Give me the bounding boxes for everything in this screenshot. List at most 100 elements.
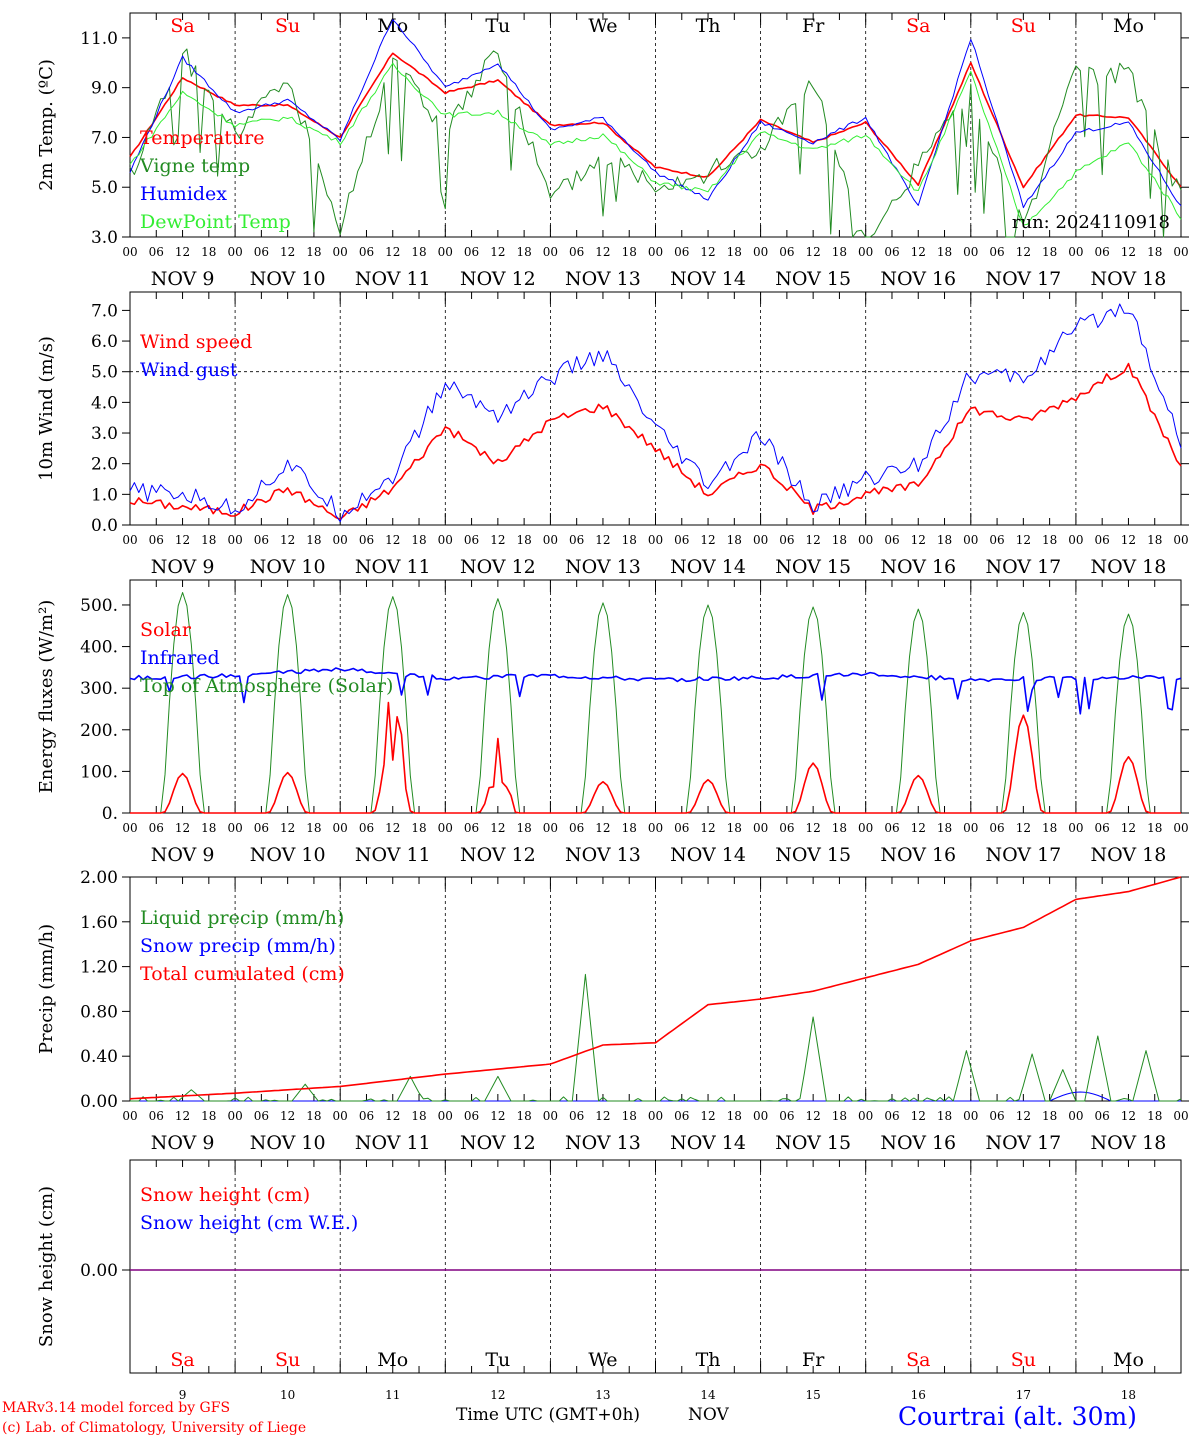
hour-tick-label: 00: [227, 533, 242, 547]
day-number-label: 17: [1016, 1388, 1031, 1402]
plot-frame: [129, 12, 1182, 238]
date-label: NOV 12: [460, 844, 536, 866]
hour-tick-label: 18: [727, 533, 742, 547]
date-label: NOV 12: [460, 268, 536, 290]
hour-tick-label: 12: [911, 245, 926, 259]
hour-tick-label: 18: [1147, 245, 1162, 259]
date-label: NOV 17: [985, 1132, 1061, 1154]
wind-series-line: [129, 303, 1182, 523]
date-label: NOV 14: [670, 1132, 746, 1154]
hour-tick-label: 00: [438, 533, 453, 547]
date-label: NOV 10: [250, 268, 326, 290]
hour-tick-label: 00: [122, 533, 137, 547]
hour-tick-label: 18: [1147, 533, 1162, 547]
hour-tick-label: 06: [989, 245, 1004, 259]
hour-tick-label: 06: [254, 533, 269, 547]
station-label: Courtrai (alt. 30m): [898, 1402, 1137, 1431]
panel-3: 00 06 12 18 00 06 12 18 00 06 12 18 00 06 12 18 00 06 12 18…: [36, 579, 1189, 866]
hour-tick-label: 12: [280, 821, 295, 835]
date-label: NOV 14: [670, 844, 746, 866]
y-axis-title: Energy fluxes (W/m²): [36, 600, 57, 794]
legend-entry: Solar: [140, 619, 192, 641]
hour-tick-label: 12: [700, 821, 715, 835]
hour-tick-label: 18: [516, 245, 531, 259]
hour-tick-label: 06: [149, 245, 164, 259]
hour-tick-label: 00: [333, 533, 348, 547]
day-number-label: 9: [179, 1388, 187, 1402]
hour-tick-label: 06: [464, 1109, 479, 1123]
hour-tick-label: 18: [516, 821, 531, 835]
hour-tick-label: 12: [911, 1109, 926, 1123]
panel-5: Snow height (cm) 0.00 Snow height (cm) Snow…: [36, 1159, 1189, 1402]
hour-tick-label: 06: [779, 1109, 794, 1123]
hour-tick-label: 00: [543, 1109, 558, 1123]
hour-tick-label: 12: [1016, 245, 1031, 259]
hour-tick-label: 06: [254, 821, 269, 835]
hour-tick-label: 06: [674, 1109, 689, 1123]
hour-tick-label: 12: [806, 533, 821, 547]
legend-entry: Wind gust: [140, 359, 238, 381]
hour-tick-label: 12: [490, 821, 505, 835]
time-axis-title: Time UTC (GMT+0h): [456, 1405, 641, 1425]
hour-tick-label: 06: [989, 821, 1004, 835]
y-tick-label: 0.40: [80, 1047, 118, 1067]
weekday-label: Sa: [906, 1349, 930, 1371]
hour-tick-label: 00: [1068, 821, 1083, 835]
hour-tick-label: 06: [779, 821, 794, 835]
hour-tick-label: 12: [700, 245, 715, 259]
hour-tick-label: 18: [622, 821, 637, 835]
hour-tick-label: 18: [937, 245, 952, 259]
hour-tick-label: 18: [306, 533, 321, 547]
hour-tick-label: 18: [1042, 533, 1057, 547]
weekday-label: Mo: [377, 15, 408, 37]
date-label: NOV 16: [880, 1132, 956, 1154]
hour-tick-label: 12: [595, 245, 610, 259]
hour-tick-label: 06: [779, 245, 794, 259]
weekday-label: Tu: [485, 15, 510, 37]
hour-tick-label: 12: [911, 533, 926, 547]
hour-tick-label: 06: [254, 245, 269, 259]
wind-series-line: [129, 362, 1182, 521]
day-number-label: 13: [595, 1388, 610, 1402]
hour-tick-label: 00: [1173, 821, 1188, 835]
weekday-label: Mo: [377, 1349, 408, 1371]
hour-tick-label: 00: [227, 245, 242, 259]
hour-tick-label: 00: [333, 1109, 348, 1123]
panel-2: 00 06 12 18 00 06 12 18 00 06 12 18 00 06 12 18 00 06 12 18…: [36, 291, 1189, 578]
legend-entry: Top of Atmosphere (Solar): [140, 675, 393, 697]
hour-tick-label: 00: [1068, 1109, 1083, 1123]
hour-tick-label: 12: [385, 533, 400, 547]
hour-tick-label: 12: [175, 1109, 190, 1123]
hour-tick-label: 00: [648, 245, 663, 259]
hour-tick-label: 12: [595, 821, 610, 835]
date-label: NOV 12: [460, 1132, 536, 1154]
hour-tick-label: 06: [779, 533, 794, 547]
legend-entry: Temperature: [140, 127, 264, 149]
y-axis-title: 10m Wind (m/s): [36, 336, 57, 481]
date-label: NOV 16: [880, 556, 956, 578]
hour-tick-label: 00: [963, 245, 978, 259]
hour-tick-label: 12: [806, 245, 821, 259]
hour-tick-label: 12: [490, 533, 505, 547]
y-tick-label: 0.00: [80, 1261, 118, 1281]
weekday-label: Th: [696, 1349, 721, 1371]
hour-tick-label: 00: [333, 245, 348, 259]
legend-entry: Snow height (cm): [140, 1184, 310, 1206]
y-tick-label: 100.: [80, 762, 118, 782]
date-label: NOV 13: [565, 556, 641, 578]
legend-entry: Snow height (cm W.E.): [140, 1212, 358, 1234]
date-label: NOV 17: [985, 844, 1061, 866]
hour-tick-label: 00: [753, 245, 768, 259]
lab-credit: (c) Lab. of Climatology, University of L…: [2, 1420, 307, 1436]
y-axis-title: Precip (mm/h): [36, 924, 57, 1054]
hour-tick-label: 12: [385, 821, 400, 835]
y-tick-label: 0.0: [91, 516, 118, 536]
hour-tick-label: 12: [385, 1109, 400, 1123]
hour-tick-label: 18: [622, 533, 637, 547]
hour-tick-label: 18: [1147, 821, 1162, 835]
date-label: NOV 11: [355, 844, 431, 866]
hour-tick-label: 12: [1121, 245, 1136, 259]
date-label: NOV 15: [775, 556, 851, 578]
hour-tick-label: 18: [411, 245, 426, 259]
